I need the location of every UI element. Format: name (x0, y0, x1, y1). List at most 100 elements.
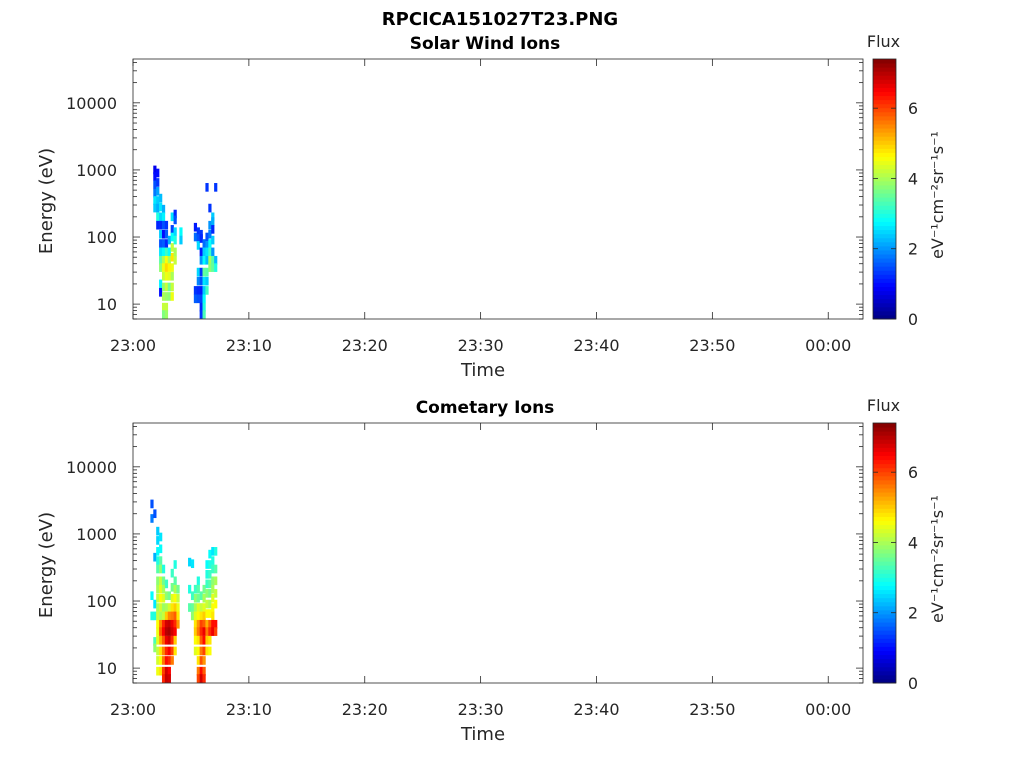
colorbar-segment (873, 83, 896, 88)
spectrogram-cell (196, 611, 200, 621)
spectrogram-cell (170, 243, 174, 252)
spectrogram-cell (164, 611, 169, 621)
x-tick-label: 23:30 (458, 700, 504, 719)
spectrogram-cell (167, 656, 171, 665)
spectrogram-cell (214, 627, 218, 636)
spectrogram-cell (153, 637, 157, 646)
spectrogram-cell (164, 239, 169, 248)
spectrogram-cell (159, 593, 163, 603)
spectrogram-cell (161, 646, 166, 656)
spectrogram-cell (211, 225, 215, 234)
colorbar-segment (873, 152, 896, 157)
x-tick-label: 23:00 (110, 336, 156, 355)
spectrogram-cell (211, 593, 215, 603)
spectrogram-cell (153, 172, 157, 181)
spectrogram-cell (170, 232, 174, 242)
colorbar-segment (873, 266, 896, 271)
spectrogram-cell (205, 569, 209, 579)
solar-wind-ions-panel: Solar Wind Ions 10 100 1000 10000 23:00 23:10 2… (36, 32, 947, 381)
spectrogram-cell (188, 584, 192, 594)
spectrogram-cell (214, 547, 218, 556)
spectrogram-cell (199, 255, 203, 265)
spectrogram-cell (161, 282, 166, 292)
colorbar-segment (873, 63, 896, 68)
colorbar-segment (873, 278, 896, 283)
colorbar-segment (873, 233, 896, 239)
spectrogram-cell (159, 212, 163, 222)
spectrogram-cell (161, 593, 166, 603)
spectrogram-cell (167, 635, 171, 645)
spectrogram-cell (173, 627, 177, 636)
spectrogram-cell (190, 603, 195, 612)
spectrogram-cell (150, 514, 154, 523)
colorbar-segment (873, 520, 896, 526)
spectrogram-cell (156, 547, 160, 556)
colorbar-segment (873, 451, 896, 456)
spectrogram-cell (199, 635, 203, 645)
spectrogram-cell (170, 619, 174, 629)
spectrogram-cell (164, 229, 169, 239)
spectrogram-cell (202, 276, 206, 286)
spectrogram-cell (173, 576, 177, 586)
x-tick-label: 23:20 (342, 700, 388, 719)
colorbar-label: eV⁻¹cm⁻²sr⁻¹s⁻¹ (928, 495, 947, 623)
colorbar-segment (873, 674, 896, 680)
spectrogram-cell (214, 255, 218, 265)
spectrogram-cell (167, 247, 171, 257)
spectrogram-cell (199, 276, 203, 286)
spectrogram-cell (159, 584, 163, 594)
spectrogram-cell (211, 603, 215, 612)
spectrogram-cell (211, 619, 215, 629)
spectrogram-cell (159, 229, 163, 239)
spectrogram-cell (153, 203, 157, 213)
spectrogram-cell (202, 267, 206, 277)
colorbar-segment (873, 160, 896, 166)
spectrogram-cell (202, 635, 206, 645)
spectrogram-cell (199, 310, 203, 319)
colorbar-segment (873, 111, 896, 117)
colorbar-segment (873, 622, 896, 627)
spectrogram-cell (161, 292, 166, 301)
colorbar-segment (873, 597, 896, 603)
colorbar-segment (873, 217, 896, 222)
spectrogram-cell (170, 603, 174, 612)
spectrogram-cell (196, 294, 200, 304)
spectrogram-cell (196, 619, 200, 629)
colorbar-segment (873, 573, 896, 578)
colorbar-segment (873, 168, 896, 174)
spectrogram-cell (153, 180, 157, 190)
spectrogram-cell (211, 611, 215, 621)
spectrogram-cell (208, 220, 212, 230)
spectrogram-cell (156, 186, 160, 196)
spectrogram-cell (164, 247, 169, 257)
colorbar-segment (873, 298, 896, 304)
colorbar-segment (873, 658, 896, 664)
spectrogram-cell (196, 576, 200, 586)
spectrogram-cell (167, 674, 171, 683)
x-tick-label: 23:40 (573, 700, 619, 719)
spectrogram-cell (211, 556, 215, 565)
colorbar-segment (873, 245, 896, 251)
colorbar-segment (873, 270, 896, 275)
spectrogram-cell (170, 263, 174, 272)
plot-frame (132, 422, 864, 684)
spectrogram-cell (214, 564, 218, 574)
y-axis-label: Energy (eV) (36, 512, 57, 618)
spectrogram-cell (164, 603, 169, 612)
colorbar-tick-label: 6 (908, 463, 918, 482)
spectrogram-cell (164, 674, 169, 683)
colorbar-segment (873, 471, 896, 477)
spectrogram-cell (199, 611, 203, 621)
spectrogram-cell (196, 584, 200, 594)
spectrogram-cell (150, 611, 154, 621)
spectrogram-cell (159, 279, 163, 289)
colorbar-segment (873, 463, 896, 469)
colorbar-segment (873, 294, 896, 300)
spectrogram-cell (205, 232, 209, 242)
colorbar-tick-label: 2 (908, 604, 918, 623)
spectrogram-cell (156, 611, 160, 621)
colorbar: Flux 0 2 4 6 eV⁻¹cm⁻²sr⁻¹s⁻¹ (867, 396, 947, 693)
spectrogram-cell (202, 302, 206, 312)
spectrogram-cell (167, 591, 171, 601)
spectrogram-cell (211, 547, 215, 556)
